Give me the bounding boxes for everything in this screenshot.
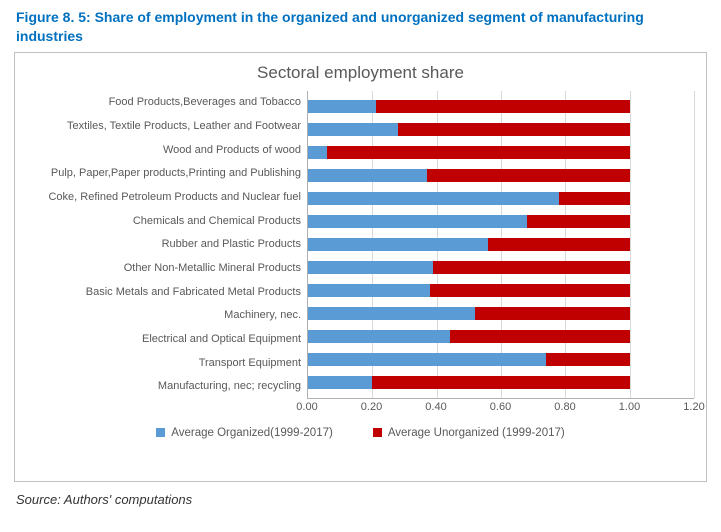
bar-segment-organized [308,215,527,228]
bar-segment-unorganized [546,353,630,366]
chart-frame: Sectoral employment share Food Products,… [14,52,707,482]
x-tick-label: 0.40 [425,401,446,413]
y-axis-label: Rubber and Plastic Products [27,234,301,256]
x-tick-label: 0.60 [490,401,511,413]
bar-segment-unorganized [433,261,629,274]
bar [308,169,694,182]
bar-row [308,256,694,278]
legend-item-organized: Average Organized(1999-2017) [156,427,333,439]
y-axis-label: Basic Metals and Fabricated Metal Produc… [27,281,301,303]
bar-segment-organized [308,123,398,136]
bar-row [308,279,694,301]
bar-segment-unorganized [430,284,629,297]
x-tick-label: 0.00 [296,401,317,413]
legend: Average Organized(1999-2017) Average Uno… [27,427,694,439]
x-tick-label: 1.20 [683,401,704,413]
plot-row: Food Products,Beverages and TobaccoTexti… [27,91,694,399]
bar-segment-unorganized [488,238,630,251]
bar-segment-organized [308,376,372,389]
y-axis-label: Transport Equipment [27,352,301,374]
y-axis-label: Manufacturing, nec; recycling [27,376,301,398]
x-tick-label: 0.80 [554,401,575,413]
figure-title: Figure 8. 5: Share of employment in the … [14,8,707,46]
y-axis-label: Food Products,Beverages and Tobacco [27,92,301,114]
bar [308,215,694,228]
bar [308,307,694,320]
y-axis-labels: Food Products,Beverages and TobaccoTexti… [27,91,307,399]
bar-segment-organized [308,330,450,343]
bar-segment-organized [308,100,376,113]
bar-segment-unorganized [527,215,630,228]
bar-segment-unorganized [376,100,630,113]
bar-row [308,95,694,117]
bar-segment-organized [308,238,488,251]
bar-segment-organized [308,261,433,274]
bar-segment-organized [308,353,546,366]
bar-segment-unorganized [475,307,629,320]
bar [308,284,694,297]
bar [308,353,694,366]
bar-segment-organized [308,169,427,182]
bar-row [308,302,694,324]
legend-item-unorganized: Average Unorganized (1999-2017) [373,427,565,439]
figure-label: Figure 8. 5: [16,9,91,25]
figure-title-text: Share of employment in the organized and… [16,9,644,44]
source-note: Source: Authors' computations [14,492,707,507]
bar-segment-organized [308,192,559,205]
bar-row [308,187,694,209]
y-axis-label: Machinery, nec. [27,305,301,327]
legend-swatch-unorganized [373,428,382,437]
bar [308,261,694,274]
bar-segment-organized [308,146,327,159]
bar-segment-unorganized [450,330,630,343]
bar-row [308,141,694,163]
bar-row [308,210,694,232]
x-axis: 0.000.200.400.600.801.001.20 [307,399,694,417]
y-axis-label: Other Non-Metallic Mineral Products [27,257,301,279]
bar [308,376,694,389]
bar-segment-organized [308,307,475,320]
chart-title: Sectoral employment share [27,63,694,83]
y-axis-label: Chemicals and Chemical Products [27,210,301,232]
bar-row [308,371,694,393]
bar [308,146,694,159]
plot-area [307,91,694,399]
y-axis-label: Pulp, Paper,Paper products,Printing and … [27,163,301,185]
legend-label-unorganized: Average Unorganized (1999-2017) [388,427,565,439]
bar-segment-organized [308,284,430,297]
y-axis-label: Wood and Products of wood [27,139,301,161]
bar-row [308,348,694,370]
gridline [694,91,695,398]
y-axis-label: Electrical and Optical Equipment [27,329,301,351]
bar [308,330,694,343]
bar-row [308,233,694,255]
bars-container [308,91,694,398]
bar-segment-unorganized [398,123,630,136]
x-tick-label: 1.00 [619,401,640,413]
bar-row [308,164,694,186]
y-axis-label: Textiles, Textile Products, Leather and … [27,115,301,137]
bar-segment-unorganized [372,376,629,389]
bar-segment-unorganized [559,192,630,205]
bar [308,100,694,113]
bar-segment-unorganized [327,146,629,159]
legend-swatch-organized [156,428,165,437]
bar [308,192,694,205]
bar-segment-unorganized [427,169,630,182]
legend-label-organized: Average Organized(1999-2017) [171,427,333,439]
x-tick-label: 0.20 [361,401,382,413]
y-axis-label: Coke, Refined Petroleum Products and Nuc… [27,186,301,208]
bar-row [308,118,694,140]
bar-row [308,325,694,347]
bar [308,123,694,136]
bar [308,238,694,251]
